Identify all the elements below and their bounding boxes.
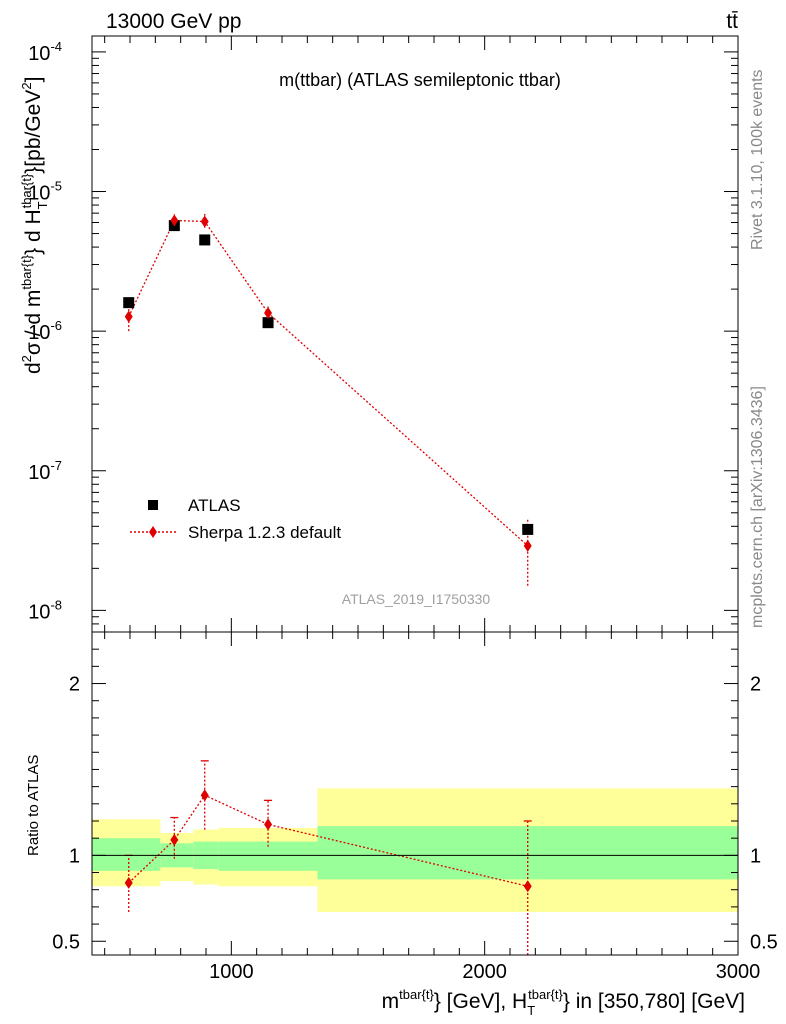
- main-title: m(ttbar) (ATLAS semileptonic ttbar): [279, 70, 561, 90]
- x-axis-label: mtbar{t}} [GeV], HTtbar{t}} in [350,780]…: [382, 987, 745, 1018]
- y-tick-label-main: 10-4: [28, 39, 62, 65]
- legend-atlas-label: ATLAS: [188, 496, 241, 515]
- sherpa-point-ratio: [200, 789, 209, 802]
- sherpa-point-main: [170, 214, 179, 227]
- legend-sherpa-label: Sherpa 1.2.3 default: [188, 523, 341, 542]
- atlas-point: [199, 234, 211, 246]
- sherpa-point-main: [200, 215, 209, 228]
- y-axis-label-ratio: Ratio to ATLAS: [25, 755, 42, 856]
- y-tick-label-main: 10-6: [28, 318, 62, 344]
- atlas-point: [522, 523, 534, 535]
- sherpa-point-ratio: [264, 818, 273, 831]
- watermark: ATLAS_2019_I1750330: [342, 591, 491, 607]
- y-tick-label-ratio: 2: [69, 674, 80, 696]
- x-tick-label: 2000: [462, 961, 507, 983]
- ratio-panel: 0.5 0.5 1 1 2 2 1000 2000 3000 Ratio to ATLAS mt…: [25, 631, 778, 1018]
- y-tick-label-ratio-right: 0.5: [750, 931, 778, 953]
- uncertainty-band-green: [92, 838, 161, 871]
- main-frame: [91, 35, 739, 633]
- ratio-frame: [91, 631, 739, 956]
- sherpa-point-ratio: [124, 876, 133, 889]
- x-tick-label: 3000: [716, 961, 761, 983]
- mcplots-label: mcplots.cern.ch [arXiv:1306.3436]: [749, 386, 766, 628]
- legend-atlas-marker: [148, 500, 158, 510]
- legend-sherpa-marker: [149, 526, 157, 538]
- y-tick-label-ratio: 1: [69, 845, 80, 867]
- energy-label: 13000 GeV pp: [106, 10, 241, 33]
- main-panel: m(ttbar) (ATLAS semileptonic ttbar) ATLA…: [19, 35, 739, 633]
- sherpa-point-main: [264, 306, 273, 319]
- sherpa-point-ratio: [170, 833, 179, 846]
- y-tick-label-main: 10-8: [28, 597, 62, 623]
- y-axis-label-main: d2σ / d mtbar{t}} d HTtbar{t}}[pb/GeV2]: [19, 77, 50, 374]
- atlas-point: [262, 317, 274, 329]
- sherpa-point-main: [523, 539, 532, 552]
- y-tick-label-main: 10-5: [28, 179, 62, 205]
- y-tick-label-main: 10-7: [28, 458, 62, 484]
- sherpa-point-ratio: [523, 880, 532, 893]
- sherpa-point-main: [124, 310, 133, 323]
- y-tick-label-ratio-right: 1: [750, 845, 761, 867]
- legend: ATLAS Sherpa 1.2.3 default: [130, 496, 341, 542]
- rivet-label: Rivet 3.1.10, 100k events: [749, 69, 766, 250]
- y-tick-label-ratio-right: 2: [750, 674, 761, 696]
- process-label: tt̄: [726, 10, 738, 33]
- atlas-point: [123, 297, 135, 309]
- x-tick-label: 1000: [209, 961, 254, 983]
- y-tick-label-ratio: 0.5: [52, 931, 80, 953]
